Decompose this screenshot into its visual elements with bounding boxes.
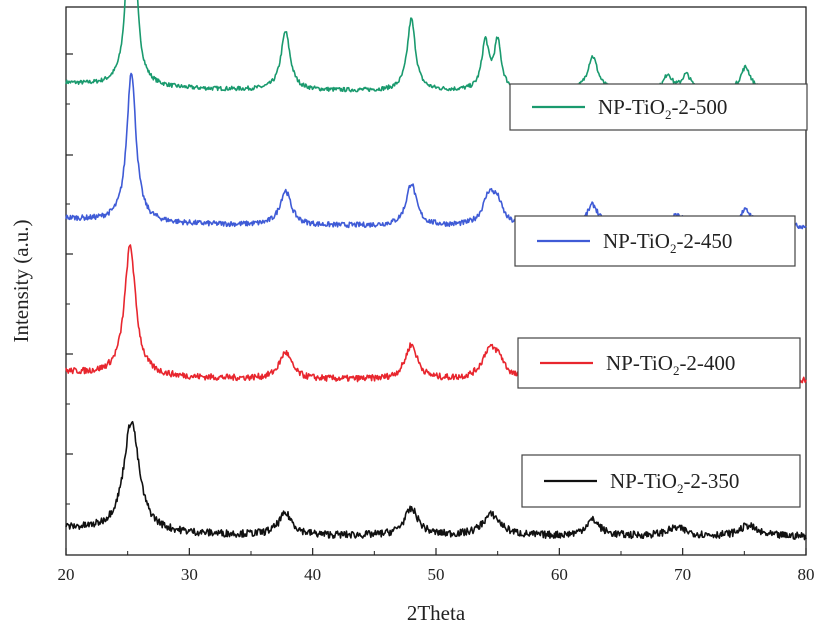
series-line — [65, 420, 807, 541]
x-tick-label: 60 — [551, 565, 568, 584]
y-axis-title: Intensity (a.u.) — [9, 219, 33, 342]
series-line — [65, 0, 807, 94]
x-tick-label: 30 — [181, 565, 198, 584]
legend-label: NP-TiO2-2-450 — [603, 229, 732, 256]
legend-box — [509, 83, 808, 131]
x-tick-label: 80 — [798, 565, 815, 584]
x-tick-label: 40 — [304, 565, 321, 584]
legend-item: NP-TiO2-2-400 — [517, 337, 801, 389]
legend-item: NP-TiO2-2-350 — [521, 454, 801, 508]
legend-label: NP-TiO2-2-400 — [606, 351, 735, 378]
legend-item: NP-TiO2-2-450 — [514, 215, 796, 267]
legend-label: NP-TiO2-2-350 — [610, 469, 739, 496]
x-tick-label: 70 — [674, 565, 691, 584]
legend-item: NP-TiO2-2-500 — [509, 83, 808, 131]
x-axis-title: 2Theta — [407, 601, 466, 625]
legend-label: NP-TiO2-2-500 — [598, 95, 727, 122]
x-tick-label: 50 — [428, 565, 445, 584]
x-tick-label: 20 — [58, 565, 75, 584]
